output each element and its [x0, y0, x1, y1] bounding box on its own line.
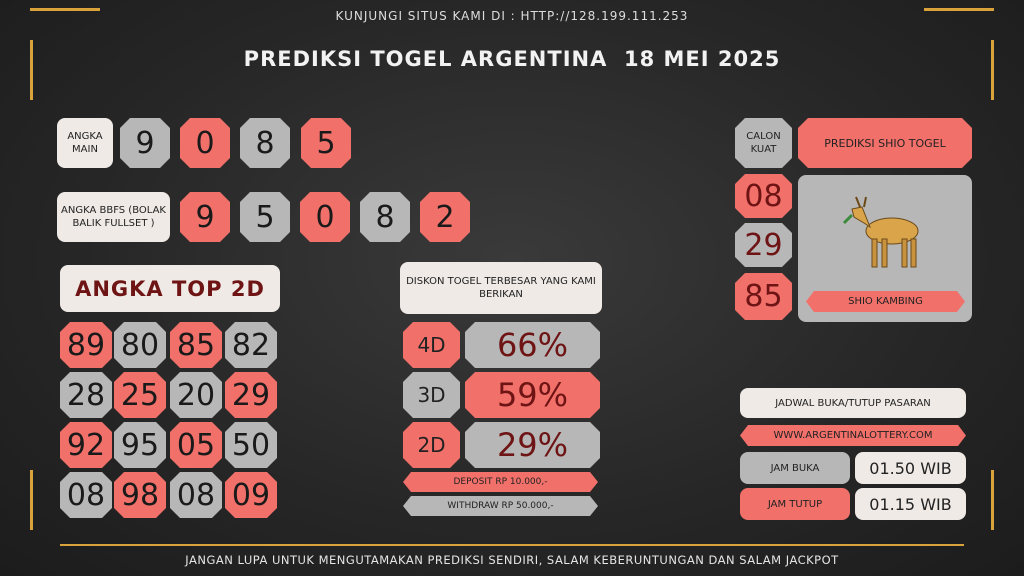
calon-number: 08 — [735, 174, 792, 218]
digit: 8 — [360, 192, 410, 242]
diskon-title: DISKON TOGEL TERBESAR YANG KAMI BERIKAN — [400, 262, 602, 314]
diskon-label: 2D — [403, 422, 460, 468]
top2d-cell: 85 — [170, 322, 222, 368]
top2d-cell: 80 — [114, 322, 166, 368]
deposit: DEPOSIT RP 10.000,- — [403, 472, 598, 492]
buka-label: JAM BUKA — [740, 452, 850, 484]
digit: 0 — [300, 192, 350, 242]
frame — [30, 8, 100, 11]
frame — [991, 40, 994, 100]
visit-text: KUNJUNGI SITUS KAMI DI : HTTP://128.199.… — [335, 9, 689, 23]
angka-main-label: ANGKA MAIN — [57, 118, 113, 168]
digit: 5 — [240, 192, 290, 242]
top2d-cell: 28 — [60, 372, 112, 418]
title: PREDIKSI TOGEL ARGENTINA 18 MEI 2025 — [243, 47, 781, 71]
top2d-cell: 29 — [225, 372, 277, 418]
top2d-cell: 82 — [225, 322, 277, 368]
top2d-cell: 95 — [114, 422, 166, 468]
diskon-value: 66% — [465, 322, 600, 368]
diskon-label: 3D — [403, 372, 460, 418]
top2d-cell: 50 — [225, 422, 277, 468]
digit: 8 — [240, 118, 290, 168]
frame — [30, 40, 33, 100]
shio-title: PREDIKSI SHIO TOGEL — [798, 118, 972, 168]
jadwal-title: JADWAL BUKA/TUTUP PASARAN — [740, 388, 966, 418]
digit: 9 — [180, 192, 230, 242]
top2d-cell: 98 — [114, 472, 166, 518]
digit: 9 — [120, 118, 170, 168]
digit: 5 — [301, 118, 351, 168]
diskon-label: 4D — [403, 322, 460, 368]
frame — [30, 470, 33, 530]
buka-time: 01.50 WIB — [855, 452, 966, 484]
digit: 2 — [420, 192, 470, 242]
frame — [60, 544, 964, 546]
diskon-value: 59% — [465, 372, 600, 418]
frame — [991, 470, 994, 530]
calon-number: 29 — [735, 223, 792, 267]
calon-number: 85 — [735, 273, 792, 320]
top2d-cell: 08 — [170, 472, 222, 518]
diskon-value: 29% — [465, 422, 600, 468]
tutup-time: 01.15 WIB — [855, 488, 966, 520]
top2d-cell: 89 — [60, 322, 112, 368]
top2d-cell: 25 — [114, 372, 166, 418]
footer: JANGAN LUPA UNTUK MENGUTAMAKAN PREDIKSI … — [185, 553, 839, 567]
top2d-cell: 92 — [60, 422, 112, 468]
digit: 0 — [180, 118, 230, 168]
withdraw: WITHDRAW RP 50.000,- — [403, 496, 598, 516]
site: WWW.ARGENTINALOTTERY.COM — [740, 425, 966, 446]
tutup-label: JAM TUTUP — [740, 488, 850, 520]
top2d-cell: 08 — [60, 472, 112, 518]
top2d-cell: 20 — [170, 372, 222, 418]
bbfs-label: ANGKA BBFS (BOLAK BALIK FULLSET ) — [57, 192, 170, 242]
top2d-title: ANGKA TOP 2D — [60, 265, 280, 312]
shio-name: SHIO KAMBING — [806, 291, 965, 312]
goat-icon — [842, 196, 919, 267]
calon-label: CALON KUAT — [735, 118, 792, 168]
top2d-cell: 05 — [170, 422, 222, 468]
top2d-cell: 09 — [225, 472, 277, 518]
frame — [924, 8, 994, 11]
